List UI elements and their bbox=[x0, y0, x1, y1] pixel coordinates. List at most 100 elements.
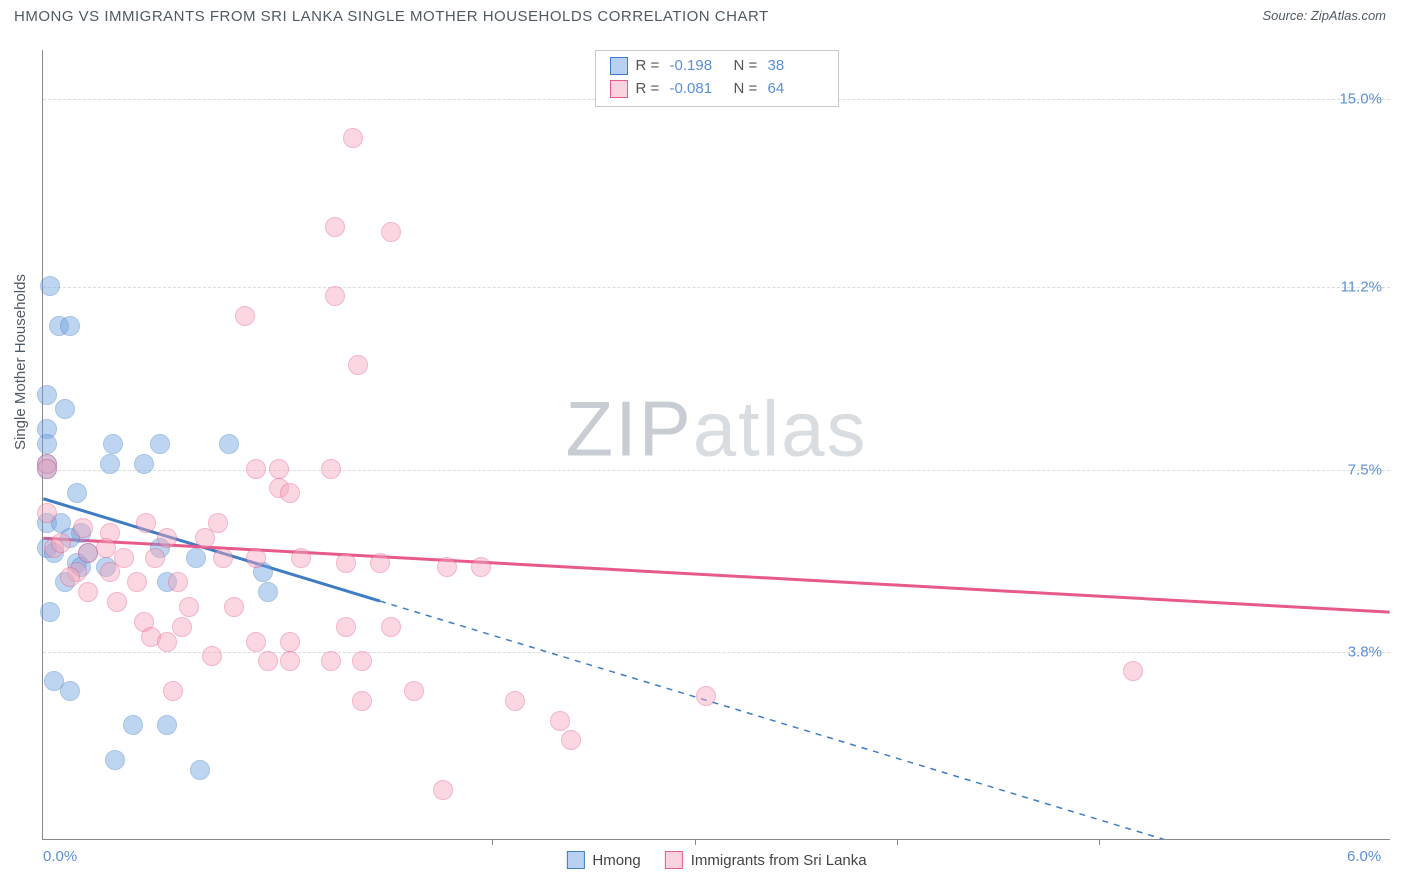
scatter-point bbox=[471, 557, 491, 577]
trend-lines-layer bbox=[43, 50, 1390, 839]
scatter-point bbox=[325, 217, 345, 237]
scatter-point bbox=[67, 483, 87, 503]
series-legend: Hmong Immigrants from Sri Lanka bbox=[566, 851, 866, 869]
watermark-atlas: atlas bbox=[693, 384, 868, 472]
y-tick-label: 15.0% bbox=[1339, 91, 1382, 108]
legend-label-hmong: Hmong bbox=[592, 852, 640, 869]
scatter-point bbox=[246, 548, 266, 568]
scatter-point bbox=[60, 567, 80, 587]
trend-line-solid bbox=[43, 538, 1389, 612]
watermark-zip: ZIP bbox=[565, 384, 692, 472]
x-tick-label: 0.0% bbox=[43, 848, 77, 865]
scatter-point bbox=[37, 434, 57, 454]
scatter-point bbox=[219, 434, 239, 454]
source-label: Source: ZipAtlas.com bbox=[1262, 8, 1386, 23]
scatter-point bbox=[60, 681, 80, 701]
scatter-point bbox=[224, 597, 244, 617]
r-value-hmong: -0.198 bbox=[670, 55, 726, 78]
scatter-point bbox=[280, 632, 300, 652]
scatter-point bbox=[269, 459, 289, 479]
r-value-srilanka: -0.081 bbox=[670, 78, 726, 101]
scatter-point bbox=[561, 730, 581, 750]
scatter-point bbox=[127, 572, 147, 592]
swatch-hmong bbox=[610, 57, 628, 75]
swatch-srilanka-icon bbox=[665, 851, 683, 869]
scatter-point bbox=[60, 316, 80, 336]
scatter-point bbox=[195, 528, 215, 548]
scatter-point bbox=[40, 602, 60, 622]
scatter-point bbox=[343, 128, 363, 148]
scatter-point bbox=[179, 597, 199, 617]
scatter-point bbox=[550, 711, 570, 731]
scatter-point bbox=[370, 553, 390, 573]
legend-item-srilanka: Immigrants from Sri Lanka bbox=[665, 851, 867, 869]
scatter-point bbox=[40, 276, 60, 296]
x-tick-label: 6.0% bbox=[1347, 848, 1381, 865]
n-value-hmong: 38 bbox=[768, 55, 824, 78]
scatter-point bbox=[100, 454, 120, 474]
scatter-point bbox=[291, 548, 311, 568]
scatter-point bbox=[235, 306, 255, 326]
r-label: R = bbox=[636, 55, 662, 78]
scatter-point bbox=[103, 434, 123, 454]
scatter-point bbox=[78, 582, 98, 602]
scatter-point bbox=[352, 691, 372, 711]
x-tick-minor bbox=[897, 839, 898, 845]
scatter-point bbox=[246, 632, 266, 652]
scatter-point bbox=[157, 528, 177, 548]
scatter-point bbox=[190, 760, 210, 780]
scatter-point bbox=[172, 617, 192, 637]
scatter-point bbox=[163, 681, 183, 701]
n-label: N = bbox=[734, 55, 760, 78]
scatter-point bbox=[246, 459, 266, 479]
scatter-point bbox=[348, 355, 368, 375]
scatter-point bbox=[325, 286, 345, 306]
scatter-point bbox=[186, 548, 206, 568]
n-label: N = bbox=[734, 78, 760, 101]
scatter-point bbox=[433, 780, 453, 800]
scatter-point bbox=[78, 543, 98, 563]
scatter-point bbox=[321, 651, 341, 671]
scatter-point bbox=[51, 533, 71, 553]
trend-line-dashed bbox=[380, 601, 1390, 839]
gridline bbox=[43, 470, 1390, 471]
scatter-point bbox=[280, 651, 300, 671]
scatter-point bbox=[404, 681, 424, 701]
swatch-hmong-icon bbox=[566, 851, 584, 869]
scatter-point bbox=[321, 459, 341, 479]
n-value-srilanka: 64 bbox=[768, 78, 824, 101]
chart-title: HMONG VS IMMIGRANTS FROM SRI LANKA SINGL… bbox=[14, 8, 769, 25]
scatter-point bbox=[696, 686, 716, 706]
legend-item-hmong: Hmong bbox=[566, 851, 640, 869]
scatter-point bbox=[123, 715, 143, 735]
chart-plot-area: ZIPatlas 3.8%7.5%11.2%15.0% R = -0.198 N… bbox=[42, 50, 1390, 840]
scatter-point bbox=[105, 750, 125, 770]
scatter-point bbox=[145, 548, 165, 568]
scatter-point bbox=[381, 222, 401, 242]
scatter-point bbox=[1123, 661, 1143, 681]
scatter-point bbox=[37, 503, 57, 523]
y-tick-label: 11.2% bbox=[1341, 279, 1382, 296]
scatter-point bbox=[437, 557, 457, 577]
scatter-point bbox=[381, 617, 401, 637]
scatter-point bbox=[505, 691, 525, 711]
scatter-point bbox=[100, 562, 120, 582]
scatter-point bbox=[73, 518, 93, 538]
scatter-point bbox=[202, 646, 222, 666]
x-tick-minor bbox=[695, 839, 696, 845]
scatter-point bbox=[96, 538, 116, 558]
scatter-point bbox=[352, 651, 372, 671]
legend-row-srilanka: R = -0.081 N = 64 bbox=[610, 78, 824, 101]
watermark: ZIPatlas bbox=[565, 383, 867, 474]
scatter-point bbox=[134, 454, 154, 474]
scatter-point bbox=[150, 434, 170, 454]
gridline bbox=[43, 652, 1390, 653]
x-tick-minor bbox=[1099, 839, 1100, 845]
scatter-point bbox=[136, 513, 156, 533]
legend-row-hmong: R = -0.198 N = 38 bbox=[610, 55, 824, 78]
swatch-srilanka bbox=[610, 80, 628, 98]
gridline bbox=[43, 287, 1390, 288]
scatter-point bbox=[280, 483, 300, 503]
legend-label-srilanka: Immigrants from Sri Lanka bbox=[691, 852, 867, 869]
scatter-point bbox=[55, 399, 75, 419]
